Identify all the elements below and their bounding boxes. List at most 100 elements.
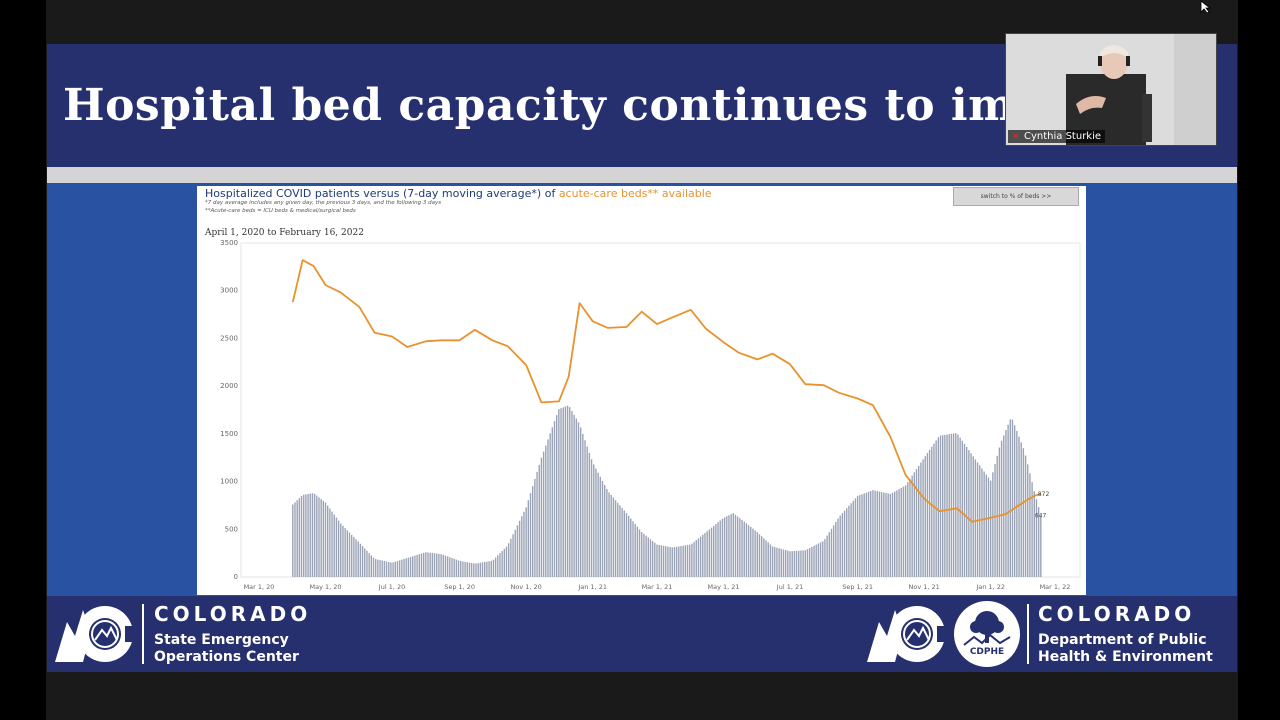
hospitalized-bar: [915, 469, 918, 577]
hospitalized-bar: [534, 478, 536, 577]
hospitalized-bar: [736, 516, 739, 577]
hospitalized-bar: [390, 562, 392, 577]
hospitalized-bar: [1029, 473, 1031, 577]
hospitalized-bar: [767, 542, 769, 577]
hospitalized-bar: [675, 546, 678, 577]
hospitalized-bar: [695, 540, 697, 577]
hospitalized-bar: [492, 559, 495, 577]
hospitalized-bar: [793, 550, 796, 577]
hospitalized-bar: [715, 524, 717, 577]
hospitalized-bar: [490, 560, 492, 577]
hospitalized-bar: [573, 414, 575, 577]
hospitalized-bar: [952, 433, 955, 577]
colorado-wordmark-right: COLORADO: [1038, 602, 1196, 626]
hospitalized-bar: [867, 491, 870, 577]
seoc-line-2: Operations Center: [154, 649, 299, 665]
hospitalized-bar: [856, 495, 859, 577]
hospitalized-bar: [959, 437, 961, 577]
hospitalized-bar: [586, 446, 588, 577]
y-tick-label: 2000: [220, 382, 238, 390]
hospitalized-bar: [464, 561, 466, 577]
hospitalized-bar: [638, 529, 641, 577]
hospitalized-bar: [344, 528, 346, 577]
hospitalized-bar: [457, 560, 460, 577]
hospitalized-bar: [353, 537, 355, 577]
hospitalized-bar: [1035, 499, 1038, 577]
hospitalized-bar: [957, 434, 959, 577]
hospitalized-bar: [846, 508, 848, 577]
hospitalized-bar: [1031, 482, 1033, 577]
hospitalized-bar: [501, 550, 503, 577]
hospitalized-bar: [835, 521, 837, 577]
chart-panel: 0 500 1000 1500 2000 2500 3000 3500 Mar 1, 20 May…: [197, 186, 1086, 595]
y-tick-label: 0: [234, 573, 238, 581]
hospitalized-bar: [950, 433, 953, 577]
hospitalized-bar: [941, 435, 944, 577]
hospitalized-bar: [726, 516, 728, 577]
hospitalized-bar: [324, 502, 327, 577]
hospitalized-bar: [745, 523, 748, 577]
hospitalized-bar: [808, 548, 811, 577]
hospitalized-bar: [414, 555, 416, 577]
hospitalized-bar: [865, 492, 868, 577]
hospitalized-bar: [771, 546, 774, 577]
hospitalized-bar: [477, 563, 479, 577]
hospitalized-bar: [455, 559, 458, 577]
x-tick-label: Jul 1, 21: [776, 583, 803, 591]
hospitalized-bar: [758, 534, 761, 577]
hospitalized-bar: [621, 507, 623, 577]
hospitalized-bar: [588, 452, 591, 577]
hospitalized-bar: [374, 559, 377, 577]
hospitalized-bar: [475, 563, 477, 577]
hospitalized-bar: [883, 492, 885, 577]
hospitalized-bar: [549, 433, 551, 577]
hospitalized-bar: [342, 525, 344, 577]
hospitalized-bar: [839, 515, 841, 577]
hospitalized-bar: [608, 492, 610, 577]
hospitalized-bar: [451, 558, 453, 577]
hospitalized-bar: [444, 555, 447, 577]
hospitalized-bar: [331, 511, 333, 577]
hospitalized-bar: [686, 545, 689, 577]
hospitalized-bar: [603, 484, 606, 577]
hospitalized-bar: [479, 562, 482, 577]
switch-to-percent-button[interactable]: switch to % of beds >>: [953, 187, 1079, 206]
hospitalized-bar: [784, 550, 787, 577]
hospitalized-bar: [662, 545, 665, 577]
hospitalized-bar: [647, 537, 649, 577]
hospitalized-bar: [292, 504, 294, 577]
x-tick-label: May 1, 20: [309, 583, 341, 591]
hospitalized-bar: [837, 518, 839, 577]
hospitalized-bar: [337, 520, 340, 577]
hospitalized-bar: [329, 508, 331, 577]
hospitalized-bar: [364, 548, 366, 577]
hospitalized-bar: [972, 456, 974, 577]
hospitalized-bar: [680, 546, 682, 577]
hospitalized-bar: [828, 532, 830, 577]
hospitalized-bar: [440, 554, 442, 577]
hospitalized-bar: [560, 408, 562, 577]
hospitalized-bar: [900, 487, 902, 577]
hospitalized-bar: [545, 445, 547, 577]
hospitalized-bar: [660, 545, 663, 577]
hospitalized-bar: [527, 500, 530, 577]
hospitalized-bar: [320, 499, 322, 577]
plot-area: [240, 242, 1081, 578]
x-tick-label: Mar 1, 20: [244, 583, 275, 591]
hospitalized-bar: [1003, 435, 1005, 577]
hospitalized-bar: [946, 434, 948, 577]
x-tick-label: Jan 1, 22: [975, 583, 1005, 591]
hospitalized-bar: [989, 480, 992, 577]
hospitalized-bar: [898, 489, 900, 577]
hospitalized-bar: [359, 543, 362, 577]
hospitalized-bar: [634, 523, 636, 577]
hospitalized-bar: [876, 491, 878, 577]
interpreter-video-tile[interactable]: ✕ Cynthia Sturkie: [1005, 33, 1217, 146]
hospitalized-bar: [795, 550, 798, 577]
hospitalized-bar: [902, 486, 905, 577]
hospitalized-bar: [623, 510, 625, 577]
hospitalized-bar: [974, 459, 977, 577]
hospitalized-bar: [774, 547, 776, 577]
hospitalized-bar: [1022, 448, 1025, 577]
hospitalized-bar: [789, 551, 791, 577]
